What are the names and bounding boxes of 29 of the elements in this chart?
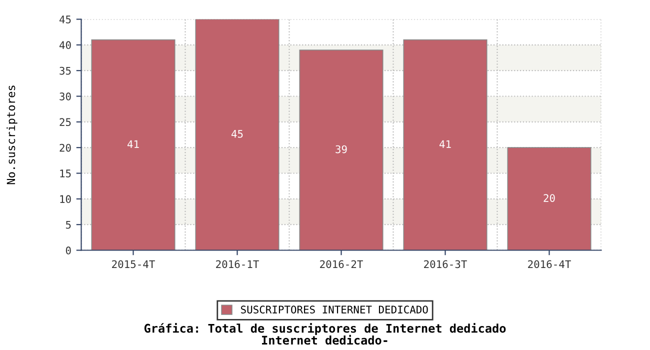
y-tick-label: 30 <box>60 92 71 100</box>
data-label: 41 <box>440 140 451 148</box>
x-tick-label: 2016-2T <box>320 260 363 268</box>
y-tick-label: 40 <box>60 41 71 50</box>
x-tick-label: 2016-1T <box>216 260 259 268</box>
legend-label: SUSCRIPTORES INTERNET DEDICADO <box>241 306 428 314</box>
y-tick-label: 5 <box>66 220 71 229</box>
bar <box>299 50 384 250</box>
data-label: 20 <box>544 194 555 202</box>
x-tick-label: 2016-4T <box>528 260 571 268</box>
y-tick-label: 0 <box>66 246 71 254</box>
bar <box>195 19 280 250</box>
text: Internet dedicado- <box>262 334 388 345</box>
y-axis-title: No.suscriptores <box>6 86 18 184</box>
y-tick-label: 15 <box>60 170 71 178</box>
data-label: 39 <box>336 145 347 154</box>
y-tick-label: 20 <box>60 144 71 152</box>
x-tick-label: 2015-4T <box>112 260 155 268</box>
data-label: 41 <box>128 140 139 148</box>
data-label: 45 <box>232 130 243 138</box>
x-tick-label: 2016-3T <box>424 260 467 268</box>
y-tick-label: 25 <box>60 118 71 126</box>
bar <box>403 39 488 250</box>
y-tick-label: 35 <box>60 66 71 75</box>
y-tick-label: 10 <box>60 195 71 204</box>
bar <box>91 39 176 250</box>
y-tick-label: 45 <box>60 16 71 24</box>
bar <box>507 147 592 250</box>
text: Gráfica: Total de suscriptores de Internet dedicado <box>144 322 506 336</box>
